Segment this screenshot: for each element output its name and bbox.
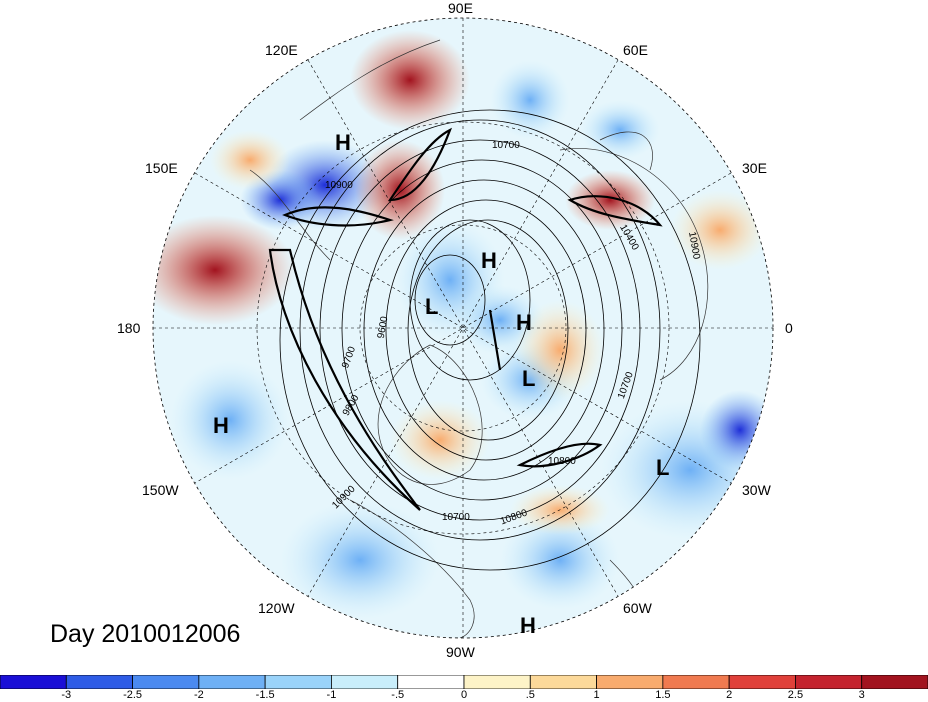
colorbar-tick-label: 2.5 [787, 689, 804, 701]
colorbar-tick-label: 1 [593, 689, 600, 701]
day-label: Day 2010012006 [50, 620, 241, 648]
colorbar-swatch [0, 675, 67, 689]
high-pressure-marker: H [335, 130, 351, 155]
high-pressure-marker: H [213, 413, 229, 438]
high-pressure-marker: H [481, 248, 497, 273]
colorbar-swatch [331, 675, 399, 689]
colorbar-tick-label: -1.5 [255, 689, 275, 701]
colorbar-tick-label: -2.5 [123, 689, 143, 701]
colorbar-tick-label: 2 [726, 689, 733, 701]
anomaly-field [153, 18, 773, 638]
colorbar-tick-label: -2 [193, 689, 204, 701]
low-pressure-marker: L [522, 366, 536, 391]
lon-label-180: 180 [117, 320, 141, 336]
colorbar-tick-label: -1 [326, 689, 337, 701]
lon-label-30w: 30W [742, 482, 771, 498]
lon-label-120w: 120W [258, 600, 295, 616]
lon-label-150w: 150W [142, 482, 179, 498]
lon-label-90w: 90W [446, 644, 475, 660]
colorbar-swatch [463, 675, 531, 689]
height-contours [279, 109, 701, 571]
colorbar-swatch [861, 675, 928, 689]
graticule [153, 18, 773, 638]
lon-label-60e: 60E [623, 42, 648, 58]
colorbar-tick-label: 0 [460, 689, 468, 701]
low-pressure-marker: L [656, 455, 670, 480]
jet-contours [268, 127, 663, 511]
contour-label: 10900 [325, 180, 353, 191]
colorbar-tick-label: -.5 [391, 689, 405, 701]
lon-label-30e: 30E [742, 160, 767, 176]
colorbar-swatch [264, 675, 332, 689]
high-pressure-marker: H [520, 613, 536, 638]
lon-label-60w: 60W [623, 600, 652, 616]
colorbar-swatch [65, 675, 133, 689]
colorbar-swatch [132, 675, 200, 689]
colorbar-swatch [529, 675, 597, 689]
contour-label: 10800 [548, 456, 576, 467]
colorbar [0, 675, 928, 689]
colorbar-swatch [198, 675, 266, 689]
contour-label: 10700 [442, 512, 470, 523]
lon-label-150e: 150E [145, 160, 178, 176]
contour-label: 10700 [492, 140, 520, 151]
colorbar-swatch [795, 675, 863, 689]
colorbar-swatch [596, 675, 664, 689]
low-pressure-marker: L [425, 294, 439, 319]
colorbar-swatch [728, 675, 796, 689]
high-pressure-marker: H [516, 310, 532, 335]
map-boundary [152, 17, 774, 639]
lon-label-120e: 120E [265, 42, 298, 58]
lon-label-0: 0 [785, 320, 793, 336]
lon-label-90e: 90E [448, 0, 473, 16]
colorbar-tick-label: .5 [525, 689, 535, 701]
colorbar-tick-label: 3 [858, 689, 865, 701]
colorbar-swatch [662, 675, 730, 689]
colorbar-swatch [397, 675, 465, 689]
colorbar-tick-label: 1.5 [655, 689, 671, 701]
colorbar-tick-label: -3 [61, 689, 72, 701]
